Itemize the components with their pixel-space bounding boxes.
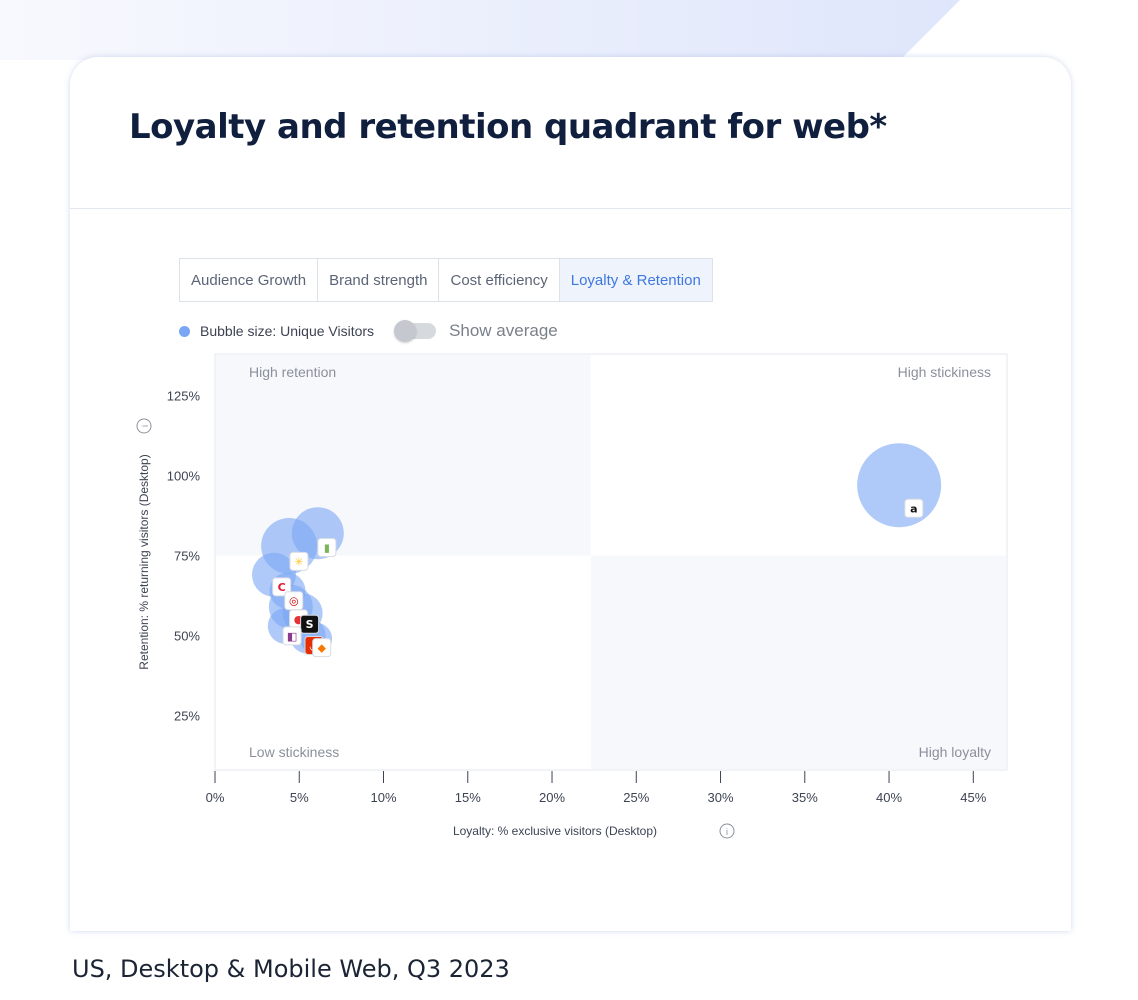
brand-glyph: ✳ [294, 555, 303, 568]
x-tick-label: 10% [370, 790, 396, 805]
brand-glyph: ● [294, 613, 304, 626]
brand-badge [282, 626, 302, 646]
x-tick-label: 0% [206, 790, 225, 805]
shein-icon: ◧ [282, 626, 302, 646]
y-axis-title: Retention: % returning visitors (Desktop… [137, 454, 151, 669]
amazon-icon: a [904, 498, 924, 518]
etsy-icon: S [300, 614, 320, 634]
brand-glyph: ◧ [287, 630, 297, 643]
brand-badge [289, 551, 309, 571]
show-average-toggle[interactable] [394, 320, 437, 342]
quadrant-chart: High retention High stickiness Low stickin… [136, 353, 1008, 839]
shopify-icon: ▮ [317, 538, 337, 557]
legend-row: Bubble size: Unique Visitors Show averag… [179, 319, 558, 343]
brand-glyph: C [278, 581, 286, 594]
brand-glyph: ◆ [317, 642, 326, 655]
costco-icon: C [272, 577, 292, 597]
x-tick-label: 15% [455, 790, 481, 805]
toggle-knob [394, 320, 417, 342]
brand-glyph: ▮ [324, 542, 330, 555]
brand-badge [272, 577, 292, 597]
bubble-size-label: Bubble size: Unique Visitors [200, 323, 375, 339]
target-icon: ◎ [284, 591, 304, 611]
brand-glyph: S [306, 618, 314, 631]
x-tick-label: 20% [539, 790, 565, 805]
quadrant-label-bottom-left: Low stickiness [249, 744, 339, 760]
y-axis-info-icon [136, 418, 152, 434]
metric-tabs: Audience Growth Brand strength Cost effi… [179, 258, 713, 302]
x-axis-info-glyph: i [726, 827, 728, 837]
x-tick-label: 35% [792, 790, 818, 805]
x-tick-label: 40% [876, 790, 902, 805]
brand-badge [904, 498, 924, 518]
tab-brand-strength[interactable]: Brand strength [318, 259, 440, 301]
y-tick-label: 75% [174, 549, 200, 564]
chart-card: Loyalty and retention quadrant for web* … [70, 57, 1071, 931]
brand-badge [317, 538, 337, 557]
x-tick-label: 5% [290, 790, 309, 805]
brand-glyph: ◎ [289, 595, 299, 608]
caption: US, Desktop & Mobile Web, Q3 2023 [72, 955, 510, 983]
y-tick-label: 100% [167, 469, 201, 484]
tab-cost-efficiency[interactable]: Cost efficiency [439, 259, 560, 301]
brand-badge [300, 614, 320, 634]
x-tick-label: 25% [623, 790, 649, 805]
temu-icon: ◆ [312, 638, 332, 658]
quadrant-label-top-right: High stickiness [898, 364, 991, 380]
y-tick-label: 50% [174, 629, 200, 644]
y-tick-label: 25% [174, 709, 200, 724]
x-axis-info-icon [719, 823, 735, 839]
brand-badge [312, 638, 332, 658]
y-axis-info-glyph: i [140, 425, 150, 427]
bubble-dot-icon [179, 325, 190, 337]
tab-audience-growth[interactable]: Audience Growth [180, 259, 319, 301]
brand-glyph: a [910, 502, 917, 515]
y-tick-label: 125% [167, 389, 201, 404]
walmart-icon: ✳ [289, 551, 309, 571]
show-average-label: Show average [449, 321, 558, 340]
bubble [857, 443, 942, 528]
quadrant-label-top-left: High retention [249, 364, 336, 380]
card-title: Loyalty and retention quadrant for web* [129, 107, 887, 147]
x-tick-label: 30% [708, 790, 734, 805]
card-divider [70, 208, 1071, 209]
quadrant-label-bottom-right: High loyalty [919, 744, 991, 760]
quadrant-high-loyalty [590, 555, 1006, 769]
x-tick-label: 45% [960, 790, 986, 805]
tab-loyalty-retention[interactable]: Loyalty & Retention [559, 259, 712, 301]
x-axis-title: Loyalty: % exclusive visitors (Desktop) [453, 824, 657, 838]
